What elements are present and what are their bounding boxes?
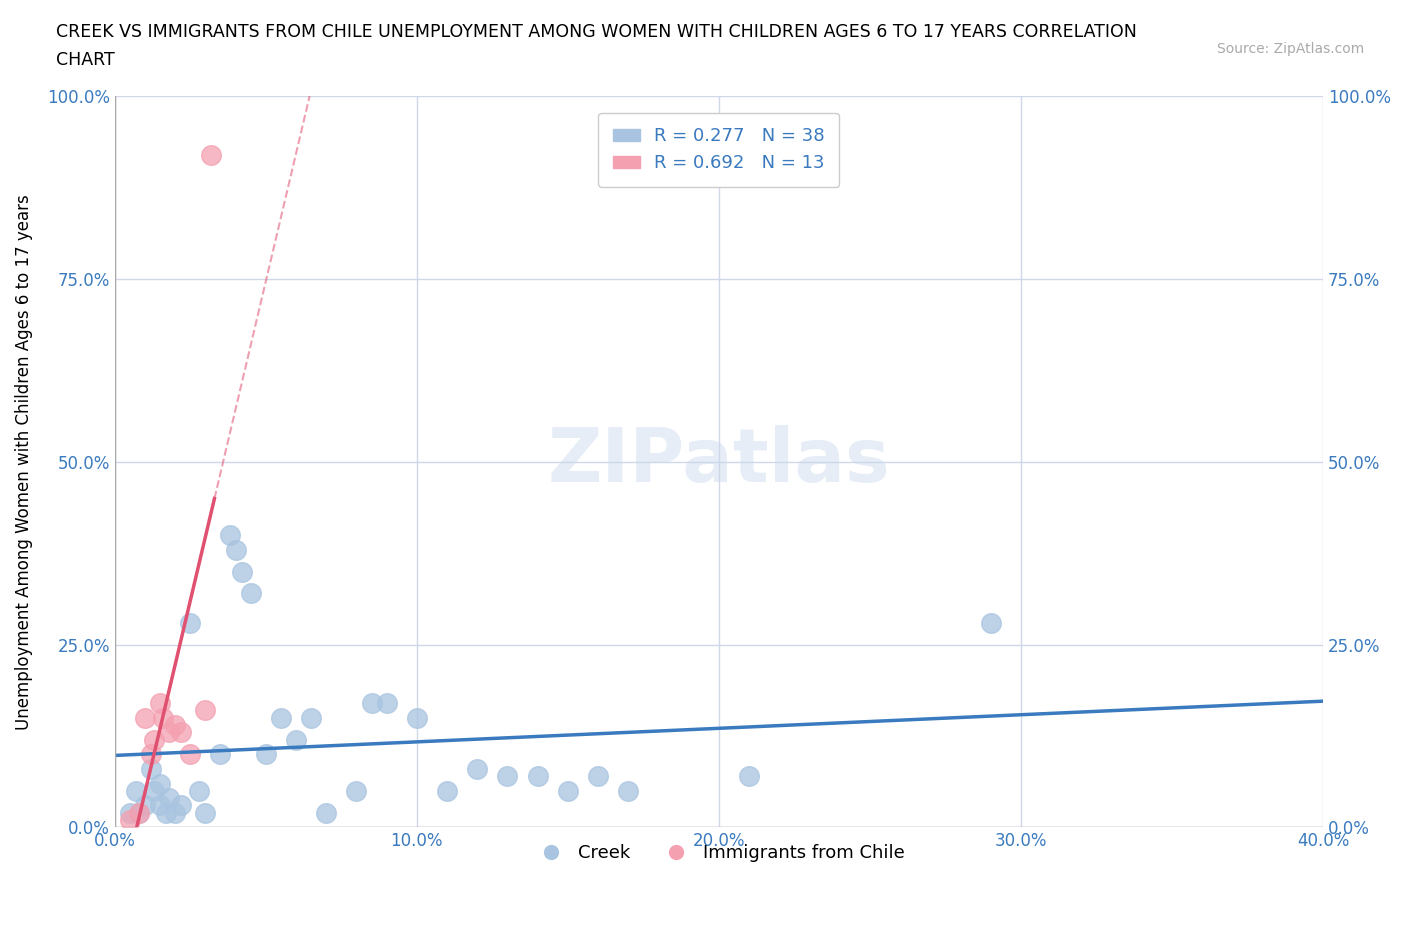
Point — [231, 565, 253, 579]
Point — [194, 805, 217, 820]
Point — [346, 783, 368, 798]
Point — [617, 783, 640, 798]
Point — [128, 805, 150, 820]
Point — [526, 769, 548, 784]
Point — [125, 783, 148, 798]
Y-axis label: Unemployment Among Women with Children Ages 6 to 17 years: Unemployment Among Women with Children A… — [15, 194, 32, 730]
Point — [128, 805, 150, 820]
Point — [139, 762, 162, 777]
Point — [465, 762, 488, 777]
Text: ZIPatlas: ZIPatlas — [547, 425, 890, 498]
Text: Source: ZipAtlas.com: Source: ZipAtlas.com — [1216, 42, 1364, 56]
Point — [738, 769, 761, 784]
Point — [405, 711, 427, 725]
Point — [143, 783, 166, 798]
Point — [239, 586, 262, 601]
Point — [225, 542, 247, 557]
Point — [285, 732, 308, 747]
Point — [165, 718, 187, 733]
Point — [315, 805, 337, 820]
Legend: Creek, Immigrants from Chile: Creek, Immigrants from Chile — [526, 837, 912, 870]
Point — [170, 724, 193, 739]
Point — [436, 783, 458, 798]
Point — [179, 616, 201, 631]
Point — [143, 732, 166, 747]
Point — [209, 747, 232, 762]
Point — [254, 747, 277, 762]
Point — [134, 798, 156, 813]
Point — [194, 703, 217, 718]
Point — [299, 711, 322, 725]
Point — [157, 790, 180, 805]
Point — [557, 783, 579, 798]
Point — [170, 798, 193, 813]
Point — [179, 747, 201, 762]
Point — [134, 711, 156, 725]
Point — [188, 783, 211, 798]
Point — [149, 777, 172, 791]
Point — [118, 805, 141, 820]
Point — [155, 805, 177, 820]
Point — [360, 696, 382, 711]
Text: CHART: CHART — [56, 51, 115, 69]
Point — [165, 805, 187, 820]
Point — [152, 711, 174, 725]
Point — [980, 616, 1002, 631]
Point — [149, 798, 172, 813]
Point — [375, 696, 398, 711]
Point — [586, 769, 609, 784]
Point — [270, 711, 292, 725]
Text: CREEK VS IMMIGRANTS FROM CHILE UNEMPLOYMENT AMONG WOMEN WITH CHILDREN AGES 6 TO : CREEK VS IMMIGRANTS FROM CHILE UNEMPLOYM… — [56, 23, 1137, 41]
Point — [149, 696, 172, 711]
Point — [139, 747, 162, 762]
Point — [157, 724, 180, 739]
Point — [496, 769, 519, 784]
Point — [218, 527, 240, 542]
Point — [118, 813, 141, 828]
Point — [200, 148, 222, 163]
